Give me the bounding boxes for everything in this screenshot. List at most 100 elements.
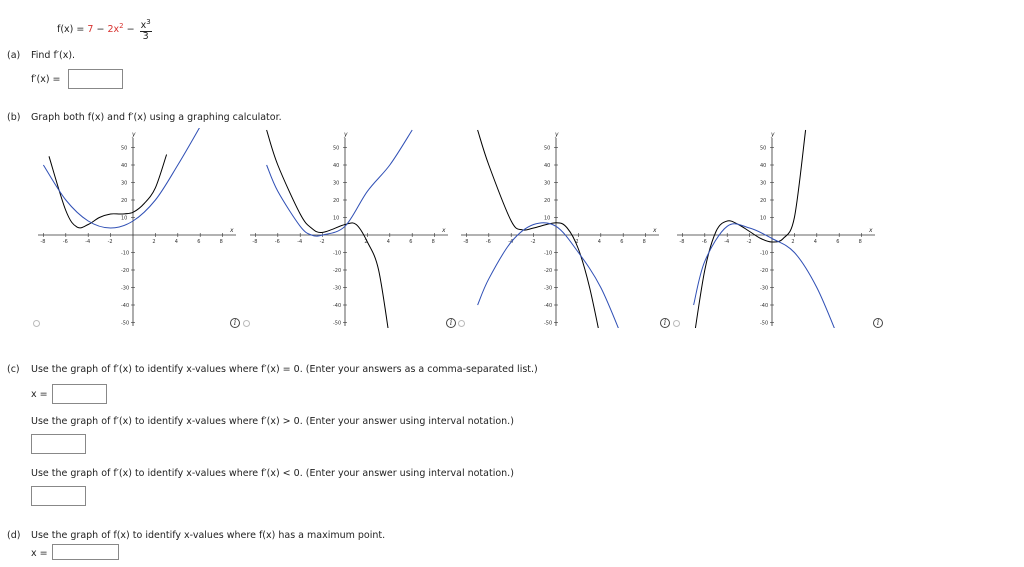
- x-tick-label: -4: [297, 239, 302, 245]
- info-icon[interactable]: i: [230, 318, 240, 328]
- y-tick-label: -50: [760, 321, 768, 327]
- y-tick-label: 50: [544, 146, 550, 152]
- graph-option-4[interactable]: x y -8 -6 -4 -2 2 4 6 8 50 40 30 20 10 -10 -20 -30 -40 -50: [677, 128, 877, 328]
- info-icon[interactable]: i: [660, 318, 670, 328]
- graph-option-3-radio[interactable]: [458, 320, 465, 327]
- f-curve: [266, 129, 389, 328]
- x-tick-label: -2: [747, 239, 752, 245]
- y-tick-label: -40: [544, 303, 552, 309]
- term-constant: 7: [87, 24, 94, 36]
- y-tick-label: 20: [760, 198, 766, 204]
- x-tick-label: 8: [432, 239, 435, 245]
- part-d-letter: (d): [7, 530, 21, 541]
- function-definition: f(x) = 7 − 2x2 − x3 3: [57, 14, 152, 42]
- x-tick-label: -6: [63, 239, 68, 245]
- y-tick-label: -50: [121, 321, 129, 327]
- y-axis-label: y: [343, 131, 348, 138]
- part-b-letter: (b): [7, 112, 21, 123]
- critical-points-input[interactable]: [52, 384, 107, 404]
- decreasing-interval-input[interactable]: [31, 486, 86, 506]
- minus-sign: −: [123, 24, 138, 36]
- x-tick-label: -8: [463, 239, 468, 245]
- y-tick-label: -30: [121, 286, 129, 292]
- part-c-prompt-positive: Use the graph of f′(x) to identify x-val…: [31, 416, 514, 427]
- x-tick-label: -6: [702, 239, 707, 245]
- graph-option-2[interactable]: x y -8 -6 -4 -2 2 4 6 8 50 40 30 20 10 -10 -20 -30 -40 -50: [250, 128, 450, 328]
- x-axis-label: x: [441, 227, 446, 234]
- y-tick-label: 50: [760, 146, 766, 152]
- part-d-answer-label: x =: [31, 548, 48, 559]
- x-tick-label: 2: [575, 239, 578, 245]
- y-tick-label: 10: [121, 216, 127, 222]
- derivative-input[interactable]: [68, 69, 123, 89]
- x-axis-label: x: [868, 227, 873, 234]
- y-tick-label: 10: [544, 216, 550, 222]
- y-tick-label: 10: [760, 216, 766, 222]
- graph-option-1[interactable]: x y -8 -6 -4 -2 2 4 6 8 50 40 30 20 10 -10 -20 -30 -40 -50: [38, 128, 238, 328]
- y-tick-label: 30: [333, 181, 339, 187]
- minus-sign: −: [93, 24, 108, 36]
- y-tick-label: 20: [544, 198, 550, 204]
- x-axis-label: x: [229, 227, 234, 234]
- x-tick-label: -8: [40, 239, 45, 245]
- x-tick-label: 6: [197, 239, 200, 245]
- y-tick-label: 40: [760, 163, 766, 169]
- x-tick-label: -6: [486, 239, 491, 245]
- y-tick-label: 20: [333, 198, 339, 204]
- y-tick-label: -20: [333, 268, 341, 274]
- part-a-prompt: Find f′(x).: [31, 50, 76, 61]
- function-lhs: f(x) =: [57, 24, 88, 36]
- fprime-curve: [693, 223, 835, 328]
- y-tick-label: -30: [760, 286, 768, 292]
- y-tick-label: -40: [760, 303, 768, 309]
- f-curve: [694, 129, 807, 328]
- term-quadratic: 2x2: [107, 22, 124, 36]
- x-tick-label: 8: [859, 239, 862, 245]
- x-tick-label: 2: [364, 239, 367, 245]
- fprime-curve: [266, 129, 413, 237]
- x-tick-label: 6: [409, 239, 412, 245]
- x-tick-label: 4: [814, 239, 817, 245]
- y-tick-label: -10: [544, 251, 552, 257]
- x-tick-label: -4: [85, 239, 90, 245]
- y-tick-label: 40: [333, 163, 339, 169]
- y-tick-label: 30: [544, 181, 550, 187]
- y-tick-label: -30: [333, 286, 341, 292]
- maximum-point-input[interactable]: [52, 544, 119, 560]
- info-icon[interactable]: i: [873, 318, 883, 328]
- graph-option-2-radio[interactable]: [243, 320, 250, 327]
- x-tick-label: 8: [643, 239, 646, 245]
- y-tick-label: 10: [333, 216, 339, 222]
- info-icon[interactable]: i: [446, 318, 456, 328]
- x-tick-label: 8: [220, 239, 223, 245]
- y-axis-label: y: [131, 131, 136, 138]
- fprime-curve: [42, 128, 200, 229]
- part-c-prompt-negative: Use the graph of f′(x) to identify x-val…: [31, 468, 514, 479]
- x-tick-label: 4: [598, 239, 601, 245]
- x-tick-label: 2: [152, 239, 155, 245]
- x-tick-label: -2: [108, 239, 113, 245]
- y-tick-label: 30: [121, 181, 127, 187]
- cubic-fraction: x3 3: [139, 18, 152, 43]
- y-tick-label: -40: [333, 303, 341, 309]
- y-tick-label: -50: [333, 321, 341, 327]
- x-tick-label: -2: [320, 239, 325, 245]
- part-a-answer-label: f′(x) =: [31, 74, 61, 85]
- graph-option-4-radio[interactable]: [673, 320, 680, 327]
- f-curve: [48, 154, 168, 229]
- x-tick-label: -2: [531, 239, 536, 245]
- y-tick-label: -50: [544, 321, 552, 327]
- y-tick-label: 30: [760, 181, 766, 187]
- increasing-interval-input[interactable]: [31, 434, 86, 454]
- y-tick-label: -10: [760, 251, 768, 257]
- y-tick-label: -20: [121, 268, 129, 274]
- x-tick-label: 6: [620, 239, 623, 245]
- part-c-letter: (c): [7, 364, 20, 375]
- y-axis-label: y: [554, 131, 559, 138]
- part-a-letter: (a): [7, 50, 21, 61]
- y-tick-label: -30: [544, 286, 552, 292]
- y-tick-label: 20: [121, 198, 127, 204]
- y-axis-label: y: [770, 131, 775, 138]
- graph-option-1-radio[interactable]: [33, 320, 40, 327]
